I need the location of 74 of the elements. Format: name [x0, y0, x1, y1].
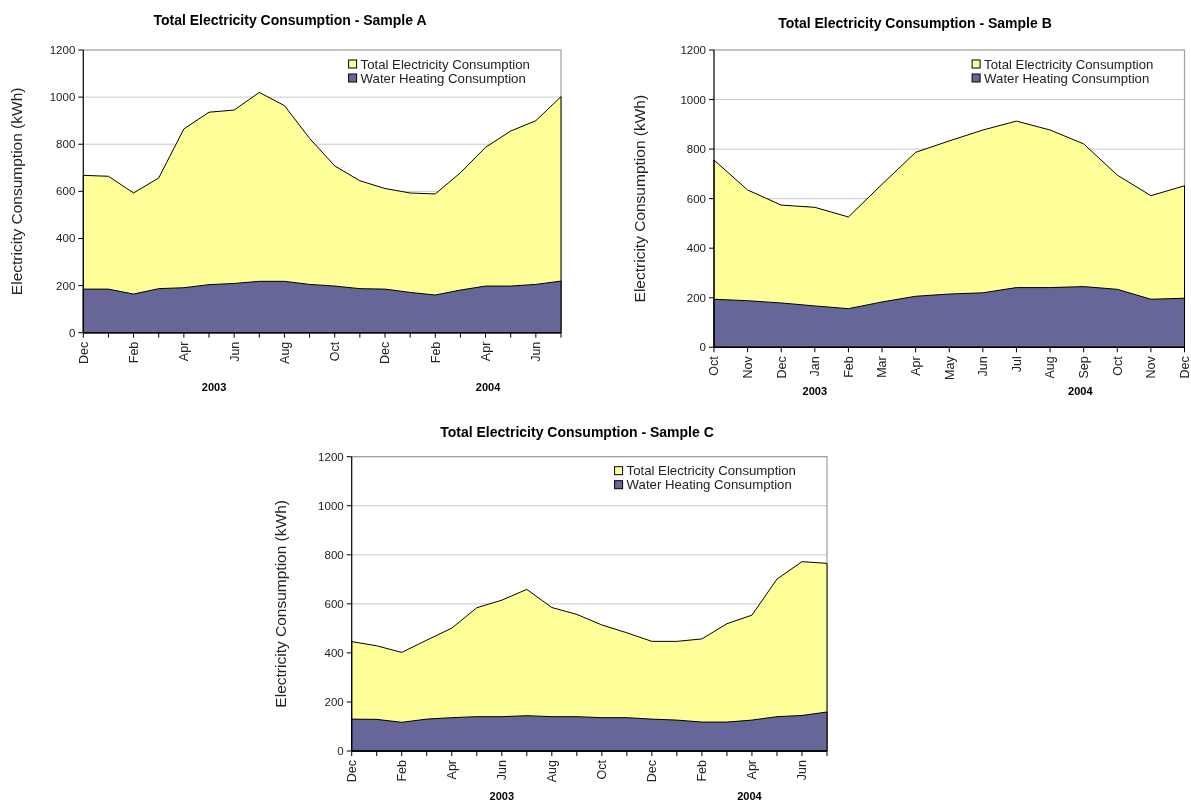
x-tick-label: Jun	[227, 341, 242, 362]
y-tick-label: 200	[324, 695, 344, 708]
y-tick-label: 400	[56, 232, 76, 245]
chart-title: Total Electricity Consumption - Sample B	[778, 15, 1052, 31]
x-tick-label: Dec	[774, 356, 789, 379]
x-tick-label: Dec	[345, 760, 360, 783]
text: 2004	[475, 381, 502, 393]
x-tick-label: Sep	[1077, 356, 1092, 379]
y-tick-label: 1000	[49, 91, 76, 104]
chart-title: Total Electricity Consumption - Sample A	[153, 12, 427, 28]
x-tick-label: Feb	[841, 356, 856, 378]
y-tick-label: 400	[324, 646, 344, 659]
legend-label: Water Heating Consumption	[360, 70, 526, 86]
y-tick-label: 1200	[680, 44, 706, 57]
y-tick-label: 0	[699, 341, 706, 354]
y-tick-label: 600	[56, 185, 76, 198]
y-axis-title: Electricity Consumption (kWh)	[631, 94, 648, 303]
text: 2004	[737, 790, 763, 802]
legend-label: Total Electricity Consumption	[360, 56, 530, 72]
x-tick-label: Jun	[529, 341, 544, 362]
x-tick-label: Dec	[1177, 356, 1191, 379]
y-tick-label: 1200	[49, 44, 76, 57]
y-tick-label: 800	[56, 138, 76, 151]
x-tick-label: Apr	[177, 341, 192, 362]
x-tick-label: May	[942, 355, 957, 380]
y-tick-label: 600	[324, 597, 344, 610]
x-tick-label: Oct	[328, 341, 343, 362]
x-tick-label: Nov	[1144, 355, 1159, 379]
x-tick-label: Feb	[428, 341, 443, 364]
legend-label: Total Electricity Consumption	[984, 56, 1154, 72]
text: 2003	[802, 385, 828, 397]
x-tick-label: Apr	[745, 760, 760, 780]
y-tick-label: 0	[68, 326, 76, 339]
y-axis-title: Electricity Consumption (kWh)	[272, 500, 289, 708]
x-tick-label: Aug	[545, 759, 560, 783]
y-tick-label: 400	[686, 242, 706, 255]
x-tick-label: Dec	[645, 760, 660, 783]
x-tick-label: Dec	[76, 341, 91, 364]
y-tick-label: 1000	[318, 499, 344, 512]
y-axis-title: Electricity Consumption (kWh)	[8, 87, 25, 296]
y-tick-label: 200	[56, 279, 76, 292]
x-tick-label: Feb	[126, 341, 141, 364]
x-tick-label: Nov	[740, 355, 755, 379]
x-tick-label: Oct	[707, 355, 722, 376]
y-tick-label: 800	[686, 143, 706, 156]
text: 2003	[201, 381, 227, 393]
x-tick-label: Oct	[595, 759, 610, 780]
x-tick-label: Oct	[1110, 355, 1125, 376]
chart-title: Total Electricity Consumption - Sample C	[440, 424, 714, 440]
x-tick-label: Jun	[495, 759, 510, 781]
x-tick-label: Jun	[976, 356, 991, 377]
x-tick-label: Feb	[695, 759, 710, 782]
x-tick-label: Feb	[395, 759, 410, 782]
x-tick-label: Dec	[378, 341, 393, 364]
x-tick-label: Aug	[1043, 356, 1058, 379]
x-tick-label: Apr	[445, 760, 460, 780]
x-tick-label: Aug	[277, 341, 292, 364]
text: 2004	[1068, 385, 1094, 397]
x-tick-label: Jul	[1009, 356, 1024, 373]
x-tick-label: Apr	[909, 356, 924, 376]
y-tick-label: 1000	[680, 93, 706, 106]
legend-label: Water Heating Consumption	[626, 477, 792, 493]
x-tick-label: Jun	[795, 759, 810, 781]
x-tick-label: Jan	[808, 356, 823, 377]
text: 2003	[489, 790, 515, 802]
x-tick-label: Apr	[478, 341, 493, 362]
y-tick-label: 0	[337, 745, 344, 758]
x-tick-label: Mar	[875, 356, 890, 378]
y-tick-label: 800	[324, 548, 344, 561]
legend-label: Water Heating Consumption	[984, 70, 1150, 86]
y-tick-label: 200	[686, 291, 706, 304]
y-tick-label: 600	[686, 192, 706, 205]
legend-label: Total Electricity Consumption	[626, 463, 796, 479]
y-tick-label: 1200	[318, 450, 344, 463]
